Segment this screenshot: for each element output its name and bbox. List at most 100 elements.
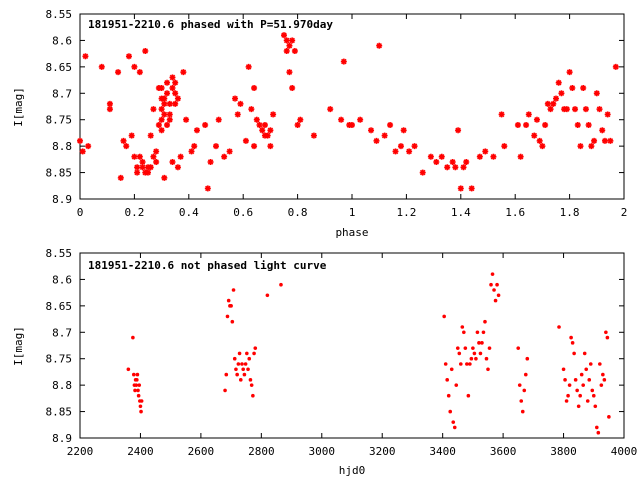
data-point: [161, 95, 168, 102]
data-point: [174, 95, 181, 102]
data-point: [134, 164, 141, 171]
data-point: [445, 378, 450, 382]
data-point: [180, 69, 187, 76]
data-point: [169, 159, 176, 165]
data-point: [484, 356, 489, 361]
data-point: [452, 425, 457, 430]
data-point: [544, 100, 551, 107]
data-point: [243, 362, 248, 366]
data-point: [392, 148, 399, 155]
data-point: [602, 378, 607, 382]
data-point: [564, 399, 569, 403]
data-point: [310, 132, 317, 139]
data-point: [125, 53, 132, 60]
data-point: [601, 137, 608, 144]
data-point: [607, 137, 614, 144]
y-tick-label: 8.65: [46, 61, 73, 74]
y-tick-label: 8.85: [46, 167, 73, 180]
data-point: [240, 362, 244, 366]
x-tick-label: 1: [349, 206, 356, 219]
data-point: [531, 132, 538, 139]
data-point: [572, 106, 579, 113]
data-point: [251, 143, 258, 150]
y-tick-label: 8.75: [46, 114, 73, 127]
y-tick-label: 8.75: [46, 353, 73, 366]
data-point: [327, 106, 334, 113]
data-point: [131, 372, 136, 377]
data-point: [376, 42, 383, 49]
data-point: [387, 122, 394, 128]
data-point: [158, 116, 165, 123]
x-tick-label: 1.4: [451, 206, 471, 219]
data-points: [126, 272, 611, 435]
data-point: [468, 362, 472, 366]
data-point: [150, 106, 157, 113]
data-point: [174, 164, 181, 171]
data-point: [567, 383, 572, 387]
data-point: [449, 367, 454, 372]
data-point: [438, 153, 445, 160]
data-point: [139, 399, 144, 403]
data-point: [443, 362, 448, 366]
data-point: [525, 356, 530, 361]
data-point: [582, 351, 587, 356]
data-point: [289, 37, 296, 44]
data-point: [232, 356, 237, 361]
data-point: [591, 393, 596, 398]
data-point: [411, 143, 418, 150]
data-point: [517, 383, 522, 387]
data-point: [204, 185, 211, 192]
data-point: [585, 399, 590, 403]
data-point: [248, 378, 253, 382]
y-tick-label: 8.85: [46, 406, 73, 419]
x-tick-label: 1.6: [505, 206, 525, 219]
data-point: [523, 372, 528, 377]
data-point: [249, 383, 254, 387]
data-point: [246, 367, 250, 372]
y-tick-label: 8.65: [46, 300, 73, 313]
data-point: [256, 122, 263, 128]
data-point: [134, 383, 139, 387]
data-point: [138, 404, 143, 409]
data-point: [136, 69, 143, 76]
data-point: [593, 90, 600, 97]
data-point: [193, 127, 200, 134]
data-point: [131, 63, 138, 70]
data-point: [106, 106, 113, 113]
chart-title: 181951-2210.6 not phased light curve: [88, 259, 327, 272]
y-tick-label: 8.7: [52, 87, 72, 100]
data-point: [235, 372, 239, 377]
data-point: [514, 122, 521, 128]
data-point: [237, 100, 244, 107]
chart-title: 181951-2210.6 phased with P=51.970day: [88, 18, 333, 31]
data-point: [133, 388, 137, 393]
data-point: [466, 393, 471, 398]
data-point: [572, 351, 576, 356]
data-point: [547, 106, 554, 113]
data-point: [172, 79, 179, 86]
x-tick-label: 2800: [248, 445, 275, 458]
data-point: [604, 330, 608, 335]
data-point: [234, 111, 241, 118]
data-point: [573, 378, 578, 382]
data-point: [457, 351, 462, 356]
data-point: [150, 153, 157, 160]
data-point: [501, 143, 508, 150]
phased-light-curve-panel: 181951-2210.6 phased with P=51.970day ph…: [12, 8, 627, 239]
data-point: [463, 346, 468, 350]
data-point: [452, 164, 459, 171]
x-tick-label: 2200: [67, 445, 94, 458]
y-tick-label: 8.9: [52, 432, 72, 445]
y-tick-label: 8.55: [46, 247, 73, 260]
data-point: [536, 137, 543, 144]
data-point: [588, 143, 595, 150]
x-tick-label: 1.2: [396, 206, 416, 219]
y-tick-label: 8.6: [52, 273, 72, 286]
data-point: [164, 122, 171, 128]
data-point: [596, 430, 601, 435]
data-point: [495, 282, 499, 287]
data-point: [357, 116, 364, 123]
data-point: [595, 425, 599, 430]
x-tick-label: 3000: [309, 445, 336, 458]
data-point: [294, 122, 301, 128]
